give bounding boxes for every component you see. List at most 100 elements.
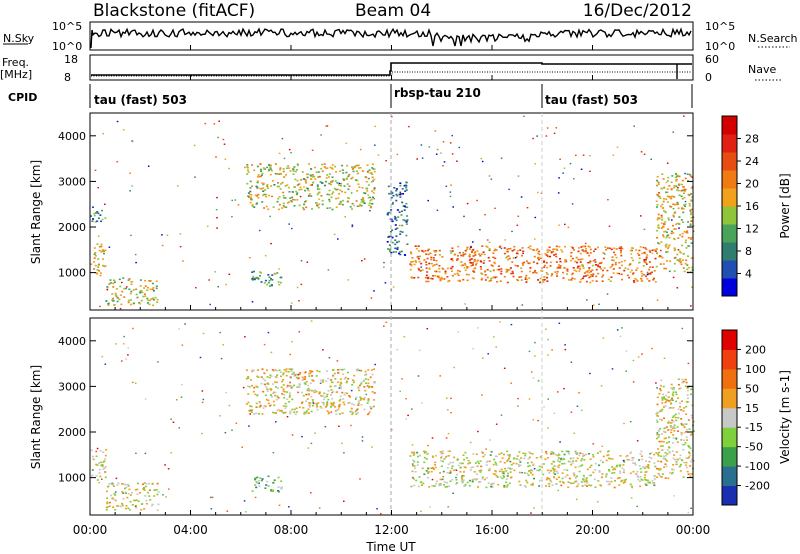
heatmap-cell <box>371 446 373 448</box>
heatmap-cell <box>166 234 169 236</box>
heatmap-cell <box>583 459 586 461</box>
heatmap-cell <box>247 195 250 197</box>
heatmap-cell <box>434 275 437 277</box>
heatmap-cell <box>651 266 654 268</box>
heatmap-cell <box>677 383 680 386</box>
heatmap-cell <box>351 384 354 386</box>
heatmap-cell <box>281 380 284 383</box>
heatmap-cell <box>681 198 684 200</box>
heatmap-cell <box>278 185 281 188</box>
heatmap-cell <box>211 496 214 499</box>
heatmap-cell <box>161 244 164 247</box>
heatmap-cell <box>371 203 373 205</box>
heatmap-cell <box>499 321 501 323</box>
heatmap-cell <box>573 178 575 180</box>
heatmap-cell <box>261 201 264 203</box>
heatmap-cell <box>539 456 542 458</box>
heatmap-cell <box>432 455 434 458</box>
heatmap-cell <box>689 224 692 226</box>
heatmap-cell <box>492 463 495 466</box>
heatmap-cell <box>575 453 578 455</box>
heatmap-cell <box>317 206 320 209</box>
heatmap-cell <box>500 268 503 270</box>
heatmap-cell <box>601 476 604 478</box>
heatmap-cell <box>421 484 423 486</box>
heatmap-cell <box>121 504 124 507</box>
heatmap-cell <box>298 300 300 302</box>
heatmap-cell <box>301 376 304 379</box>
heatmap-cell <box>254 277 256 280</box>
heatmap-cell <box>688 452 691 455</box>
heatmap-cell <box>561 450 564 453</box>
heatmap-cell <box>314 389 317 391</box>
heatmap-cell <box>612 272 615 274</box>
heatmap-cell <box>399 253 402 256</box>
heatmap-cell <box>672 276 675 279</box>
heatmap-cell <box>669 197 672 199</box>
heatmap-cell <box>486 246 489 248</box>
heatmap-cell <box>689 447 692 450</box>
heatmap-cell <box>305 410 308 412</box>
heatmap-cell <box>548 478 551 480</box>
heatmap-cell <box>488 175 491 177</box>
heatmap-cell <box>657 226 660 228</box>
heatmap-cell <box>616 477 619 480</box>
heatmap-cell <box>513 457 515 460</box>
heatmap-cell <box>691 176 694 178</box>
heatmap-cell <box>606 269 609 272</box>
heatmap-cell <box>629 263 632 265</box>
heatmap-cell <box>503 247 506 249</box>
heatmap-cell <box>659 418 662 421</box>
heatmap-cell <box>658 255 661 257</box>
heatmap-cell <box>582 250 585 253</box>
heatmap-cell <box>357 387 360 390</box>
heatmap-cell <box>367 400 370 402</box>
heatmap-cell <box>425 458 428 460</box>
heatmap-cell <box>526 481 529 484</box>
heatmap-cell <box>650 457 653 460</box>
heatmap-cell <box>438 249 441 252</box>
heatmap-cell <box>301 435 303 438</box>
heatmap-cell <box>636 440 639 442</box>
heatmap-cell <box>97 217 100 220</box>
heatmap-cell <box>146 297 149 300</box>
heatmap-cell <box>257 176 259 178</box>
heatmap-cell <box>427 472 429 474</box>
heatmap-cell <box>632 273 634 275</box>
heatmap-cell <box>582 479 585 481</box>
heatmap-cell <box>481 273 484 275</box>
heatmap-cell <box>396 227 399 230</box>
heatmap-cell <box>330 381 333 383</box>
heatmap-cell <box>439 484 442 486</box>
heatmap-cell <box>293 205 296 207</box>
heatmap-cell <box>679 387 682 389</box>
heatmap-cell <box>371 190 374 192</box>
heatmap-cell <box>343 452 345 454</box>
heatmap-cell <box>153 495 156 497</box>
heatmap-cell <box>312 389 315 392</box>
heatmap-cell <box>154 297 157 299</box>
heatmap-cell <box>304 383 307 385</box>
heatmap-cell <box>677 412 680 415</box>
heatmap-cell <box>127 483 129 486</box>
heatmap-cell <box>611 368 614 370</box>
heatmap-cell <box>520 457 523 459</box>
heatmap-cell <box>413 465 416 467</box>
heatmap-cell <box>682 189 685 192</box>
heatmap-cell <box>675 437 678 439</box>
heatmap-cell <box>355 170 358 172</box>
heatmap-cell <box>251 409 254 411</box>
heatmap-cell <box>506 454 509 456</box>
heatmap-cell <box>670 431 673 434</box>
heatmap-cell <box>552 452 555 454</box>
heatmap-cell <box>290 370 293 373</box>
heatmap-cell <box>649 272 652 274</box>
heatmap-cell <box>576 452 579 454</box>
heatmap-cell <box>444 271 447 274</box>
heatmap-cell <box>675 461 678 463</box>
heatmap-cell <box>399 193 402 196</box>
heatmap-cell <box>256 180 259 182</box>
heatmap-cell <box>612 259 615 262</box>
cpid-label: CPID <box>8 91 37 104</box>
heatmap-cell <box>427 253 430 256</box>
